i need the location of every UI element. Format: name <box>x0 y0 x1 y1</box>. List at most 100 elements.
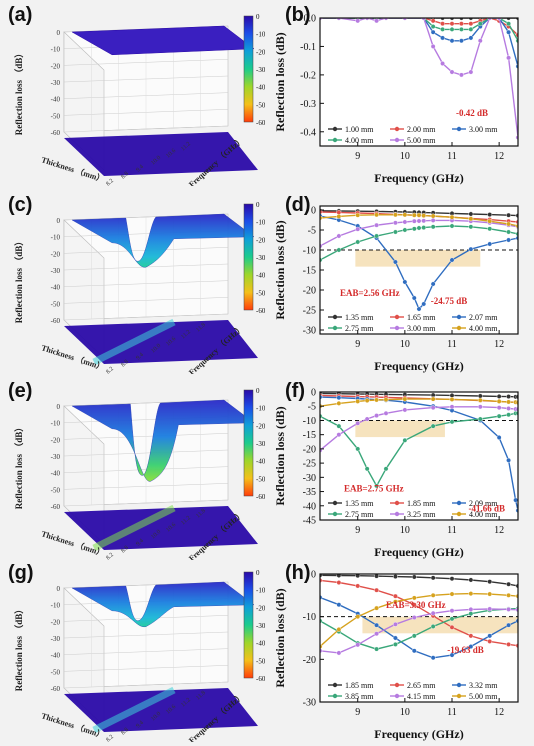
legend-label: 3.32 mm <box>469 681 498 690</box>
data-point <box>477 397 483 403</box>
data-point <box>468 607 474 612</box>
data-point <box>411 226 417 232</box>
data-point <box>496 405 502 411</box>
z-tick-label: -30 <box>51 79 61 87</box>
x-tick-label: 12 <box>494 151 504 162</box>
y-axis-label: Reflection loss (dB) <box>273 32 287 131</box>
data-point <box>411 212 417 218</box>
data-point <box>402 212 408 218</box>
legend-marker <box>456 325 462 331</box>
colorbar-tick-label: -50 <box>256 289 265 297</box>
data-point <box>402 437 408 443</box>
colorbar-tick-label: 0 <box>256 569 260 577</box>
panel-label-e: (e) <box>8 380 33 402</box>
colorbar-tick-label: -30 <box>256 66 265 74</box>
data-point <box>477 21 483 27</box>
data-point <box>393 621 398 627</box>
legend-marker <box>332 137 338 143</box>
legend-label: 2.09 mm <box>469 499 498 508</box>
data-point <box>459 72 464 78</box>
colorbar-tick-label: -20 <box>256 48 265 56</box>
z-tick-label: -50 <box>51 300 61 308</box>
data-point <box>468 577 474 583</box>
series-line-4 <box>320 18 518 42</box>
plot-frame <box>319 573 519 703</box>
data-point <box>430 24 436 29</box>
y-tick-label: 10.6 <box>165 148 177 159</box>
data-point <box>374 646 379 652</box>
data-point <box>468 246 474 252</box>
y-tick-label: 8.2 <box>105 366 115 374</box>
y-tick-label: 8.2 <box>105 734 115 742</box>
legend-marker <box>332 314 338 320</box>
colorbar-tick-label: -20 <box>256 236 265 244</box>
data-point <box>355 239 361 245</box>
legend-label: 4.15 mm <box>407 692 436 701</box>
data-point <box>374 233 379 239</box>
line-plot-h: 9 10 11 12 0 -10 -20 -30 Frequency (GHz) Reflecti… <box>273 570 519 741</box>
legend-label: 1.35 mm <box>345 313 374 322</box>
data-point <box>506 394 511 399</box>
x-axis-label: Frequency (GHz) <box>374 171 463 185</box>
data-point <box>487 218 493 224</box>
data-point <box>393 593 398 599</box>
z-tick-label: -60 <box>51 503 61 511</box>
z-tick-label: -30 <box>51 267 61 275</box>
colorbar-tick-label: -10 <box>256 587 265 595</box>
data-point <box>374 587 379 593</box>
line-plot-b: 9 10 11 12 0.0 -0.1 -0.2 -0.3 -0.4 Frequency (GHz… <box>273 14 519 185</box>
panel-label-c: (c) <box>8 194 33 216</box>
colorbar-tick-label: -60 <box>256 119 265 127</box>
plot-frame <box>319 17 519 147</box>
z-tick-label: 0 <box>57 403 61 411</box>
colorbar-tick-label: 0 <box>256 387 260 395</box>
data-point <box>440 21 445 27</box>
data-point <box>383 466 389 472</box>
data-point <box>430 224 436 230</box>
series-line-3 <box>320 596 518 659</box>
z-tick-label: -20 <box>51 436 61 444</box>
data-point <box>506 592 511 598</box>
z-axis-label: Reflection loss （dB） <box>14 49 24 136</box>
floor-valley <box>92 504 176 552</box>
colorbar <box>243 203 254 311</box>
data-point <box>374 574 379 579</box>
colorbar-tick-label: 0 <box>256 201 260 209</box>
panel-label-b: (b) <box>285 4 311 26</box>
data-point <box>355 642 361 648</box>
legend-marker <box>456 314 462 320</box>
data-point <box>487 639 493 644</box>
x-tick-label: 10 <box>400 151 410 162</box>
colorbar-tick-label: -60 <box>256 493 265 501</box>
colorbar <box>243 571 254 679</box>
z-tick-label: -40 <box>51 652 61 660</box>
data-point <box>449 69 455 75</box>
y-tick-label: 11.8 <box>195 322 207 333</box>
plot-area <box>320 18 518 146</box>
colorbar-tick-label: -50 <box>256 657 265 665</box>
data-point <box>430 396 436 402</box>
data-point <box>430 213 436 219</box>
legend-label: 2.75 mm <box>345 324 374 333</box>
data-point <box>430 29 436 35</box>
eab-band <box>355 250 481 267</box>
x-tick-label: 9 <box>355 151 360 162</box>
colorbar <box>243 15 254 123</box>
data-point <box>374 212 379 218</box>
colorbar-tick-label: -50 <box>256 101 265 109</box>
z-tick-label: -10 <box>51 46 61 54</box>
z-tick-label: -60 <box>51 129 61 137</box>
legend-marker <box>394 314 400 320</box>
data-point <box>468 644 474 649</box>
data-point <box>411 615 417 620</box>
z-tick-label: -10 <box>51 234 61 242</box>
legend-label: 1.00 mm <box>345 125 374 134</box>
data-point <box>487 226 493 232</box>
y-tick-label: 0 <box>311 388 316 399</box>
legend-marker <box>332 693 338 699</box>
data-point <box>506 457 511 463</box>
x-tick-label: 9 <box>355 707 360 718</box>
legend-label: 3.25 mm <box>407 510 436 519</box>
z-tick-label: -40 <box>51 96 61 104</box>
y-tick-label: -30 <box>303 698 316 709</box>
